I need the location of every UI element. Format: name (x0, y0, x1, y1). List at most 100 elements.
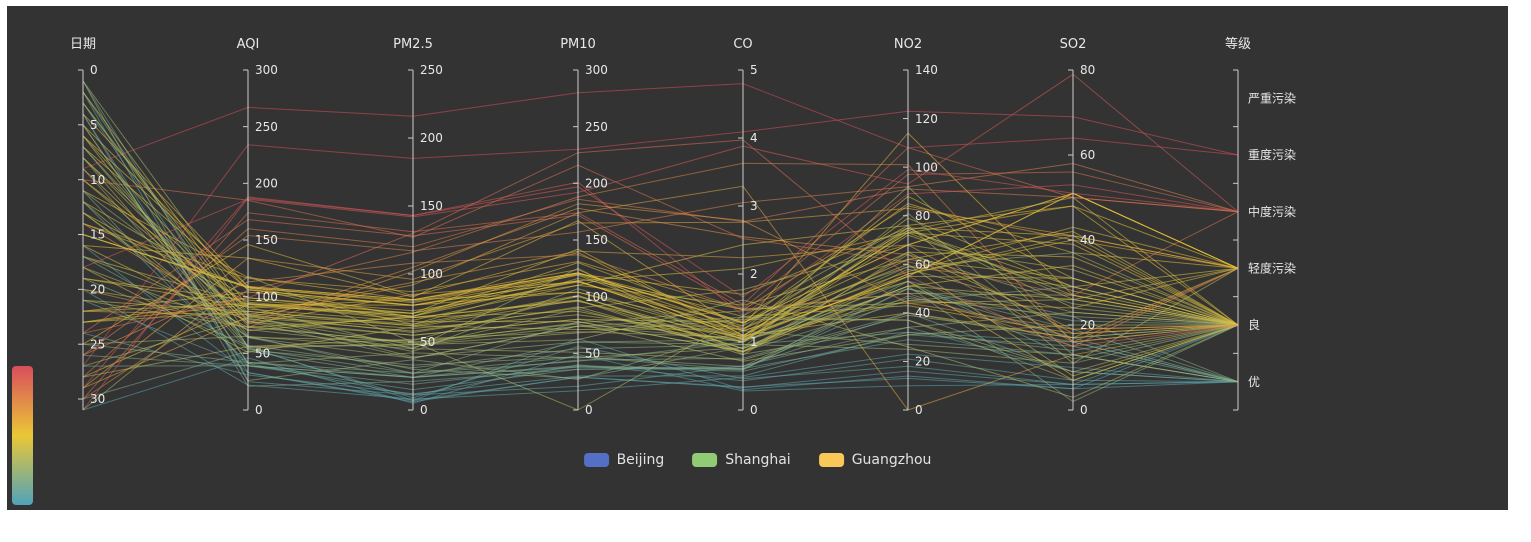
parallel-line[interactable] (82, 181, 1239, 411)
legend-item-shanghai[interactable]: Shanghai (692, 453, 791, 467)
parallel-line[interactable] (82, 188, 1239, 378)
parallel-line[interactable] (82, 124, 1239, 383)
parallel-line[interactable] (82, 212, 1239, 332)
tick-label: 3 (750, 199, 758, 213)
parallel-line[interactable] (82, 299, 1239, 391)
parallel-line[interactable] (82, 203, 1239, 330)
axis-title: PM10 (560, 37, 596, 52)
legend: Beijing Shanghai Guangzhou (583, 452, 931, 468)
visualmap-gradient-bar[interactable] (12, 366, 33, 505)
tick-label: 0 (585, 403, 593, 417)
tick-label: 250 (420, 63, 443, 77)
legend-item-guangzhou[interactable]: Guangzhou (818, 453, 931, 467)
parallel-line[interactable] (82, 113, 1239, 387)
parallel-line[interactable] (82, 146, 1239, 338)
parallel-axis-grade[interactable]: 等级优 良 轻度污染 中度污染 重度污染 严重污染 (1225, 36, 1296, 411)
category-label: 良 (1248, 317, 1260, 332)
parallel-line[interactable] (82, 244, 1239, 335)
parallel-line[interactable] (82, 190, 1239, 364)
tick-label: 40 (915, 306, 930, 320)
legend-marker-shanghai (692, 453, 718, 467)
tick-label: 10 (90, 173, 105, 187)
tick-label: 80 (1080, 63, 1095, 77)
legend-marker-guangzhou (818, 453, 844, 467)
parallel-axis-so2[interactable]: SO2 0 20 40 60 80 (1060, 37, 1096, 417)
category-label: 优 (1248, 375, 1260, 389)
parallel-line[interactable] (82, 135, 1239, 324)
series-guangzhou[interactable] (82, 80, 1239, 411)
parallel-line[interactable] (82, 299, 1239, 398)
parallel-line[interactable] (82, 73, 1239, 268)
parallel-coordinates-chart[interactable]: 日期051015202530AQI050100150200250300PM2.5… (7, 6, 1508, 510)
tick-label: 5 (750, 63, 758, 77)
data-lines-layer[interactable] (82, 73, 1239, 411)
parallel-line[interactable] (82, 353, 1239, 411)
parallel-line[interactable] (82, 201, 1239, 336)
parallel-axis-pm25[interactable]: PM2.5 0 50 100 150 200 250 (393, 37, 443, 417)
parallel-line[interactable] (82, 205, 1239, 337)
legend-label-beijing: Beijing (616, 452, 665, 468)
parallel-axis-pm10[interactable]: PM10 0 50 100 150 200 250 300 (560, 37, 608, 417)
parallel-line[interactable] (82, 132, 1239, 327)
parallel-line[interactable] (82, 272, 1239, 335)
tick-label: 60 (915, 257, 930, 271)
category-label: 中度污染 (1248, 204, 1296, 219)
parallel-line[interactable] (82, 254, 1239, 353)
parallel-axis-co[interactable]: CO 0 1 2 3 4 5 (733, 37, 757, 417)
parallel-line[interactable] (82, 80, 1239, 383)
parallel-line[interactable] (82, 203, 1239, 323)
tick-label: 1 (750, 335, 758, 349)
parallel-line[interactable] (82, 288, 1239, 400)
category-label: 轻度污染 (1248, 261, 1296, 276)
tick-label: 0 (915, 403, 923, 417)
parallel-line[interactable] (82, 207, 1239, 343)
parallel-line[interactable] (82, 229, 1239, 343)
parallel-line[interactable] (82, 245, 1239, 350)
parallel-axis-date[interactable]: 日期 0 5 10 15 20 25 30 (70, 37, 105, 410)
parallel-line[interactable] (82, 164, 1239, 296)
parallel-line[interactable] (82, 102, 1239, 381)
parallel-line[interactable] (82, 110, 1239, 367)
parallel-axis-no2[interactable]: NO2 0 20 40 60 80 100 120 140 (894, 37, 938, 417)
parallel-line[interactable] (82, 157, 1239, 336)
category-label: 重度污染 (1248, 147, 1296, 162)
parallel-line[interactable] (82, 201, 1239, 352)
tick-label: 100 (585, 290, 608, 304)
parallel-line[interactable] (82, 195, 1239, 331)
parallel-line[interactable] (82, 91, 1239, 377)
tick-label: 120 (915, 112, 938, 126)
tick-label: 250 (255, 120, 278, 134)
parallel-line[interactable] (82, 280, 1239, 383)
parallel-line[interactable] (82, 83, 1239, 170)
parallel-line[interactable] (82, 254, 1239, 356)
parallel-line[interactable] (82, 243, 1239, 345)
tick-label: 100 (420, 267, 443, 281)
tick-label: 0 (1080, 403, 1088, 417)
legend-item-beijing[interactable]: Beijing (583, 452, 665, 468)
parallel-line[interactable] (82, 157, 1239, 353)
parallel-axis-aqi[interactable]: AQI 0 50 100 150 200 250 300 (237, 37, 278, 417)
tick-label: 15 (90, 228, 105, 242)
parallel-line[interactable] (82, 212, 1239, 359)
parallel-line[interactable] (82, 251, 1239, 356)
parallel-line[interactable] (82, 185, 1239, 411)
tick-label: 2 (750, 267, 758, 281)
tick-label: 250 (585, 120, 608, 134)
parallel-line[interactable] (82, 171, 1239, 334)
tick-label: 200 (255, 177, 278, 191)
parallel-line[interactable] (82, 277, 1239, 369)
tick-label: 40 (1080, 233, 1095, 247)
chart-panel: 日期 0 5 10 15 20 25 30 AQI 0 50 100 150 200 250 300 PM2.5… (7, 6, 1508, 510)
parallel-line[interactable] (82, 220, 1239, 332)
parallel-line[interactable] (82, 299, 1238, 362)
parallel-line[interactable] (82, 318, 1239, 378)
parallel-line[interactable] (82, 179, 1239, 340)
parallel-line[interactable] (82, 224, 1239, 411)
parallel-line[interactable] (82, 162, 1239, 400)
tick-label: 0 (255, 403, 263, 417)
tick-label: 150 (585, 233, 608, 247)
axis-title: 等级 (1225, 36, 1251, 52)
parallel-line[interactable] (82, 147, 1239, 400)
parallel-line[interactable] (82, 162, 1239, 356)
